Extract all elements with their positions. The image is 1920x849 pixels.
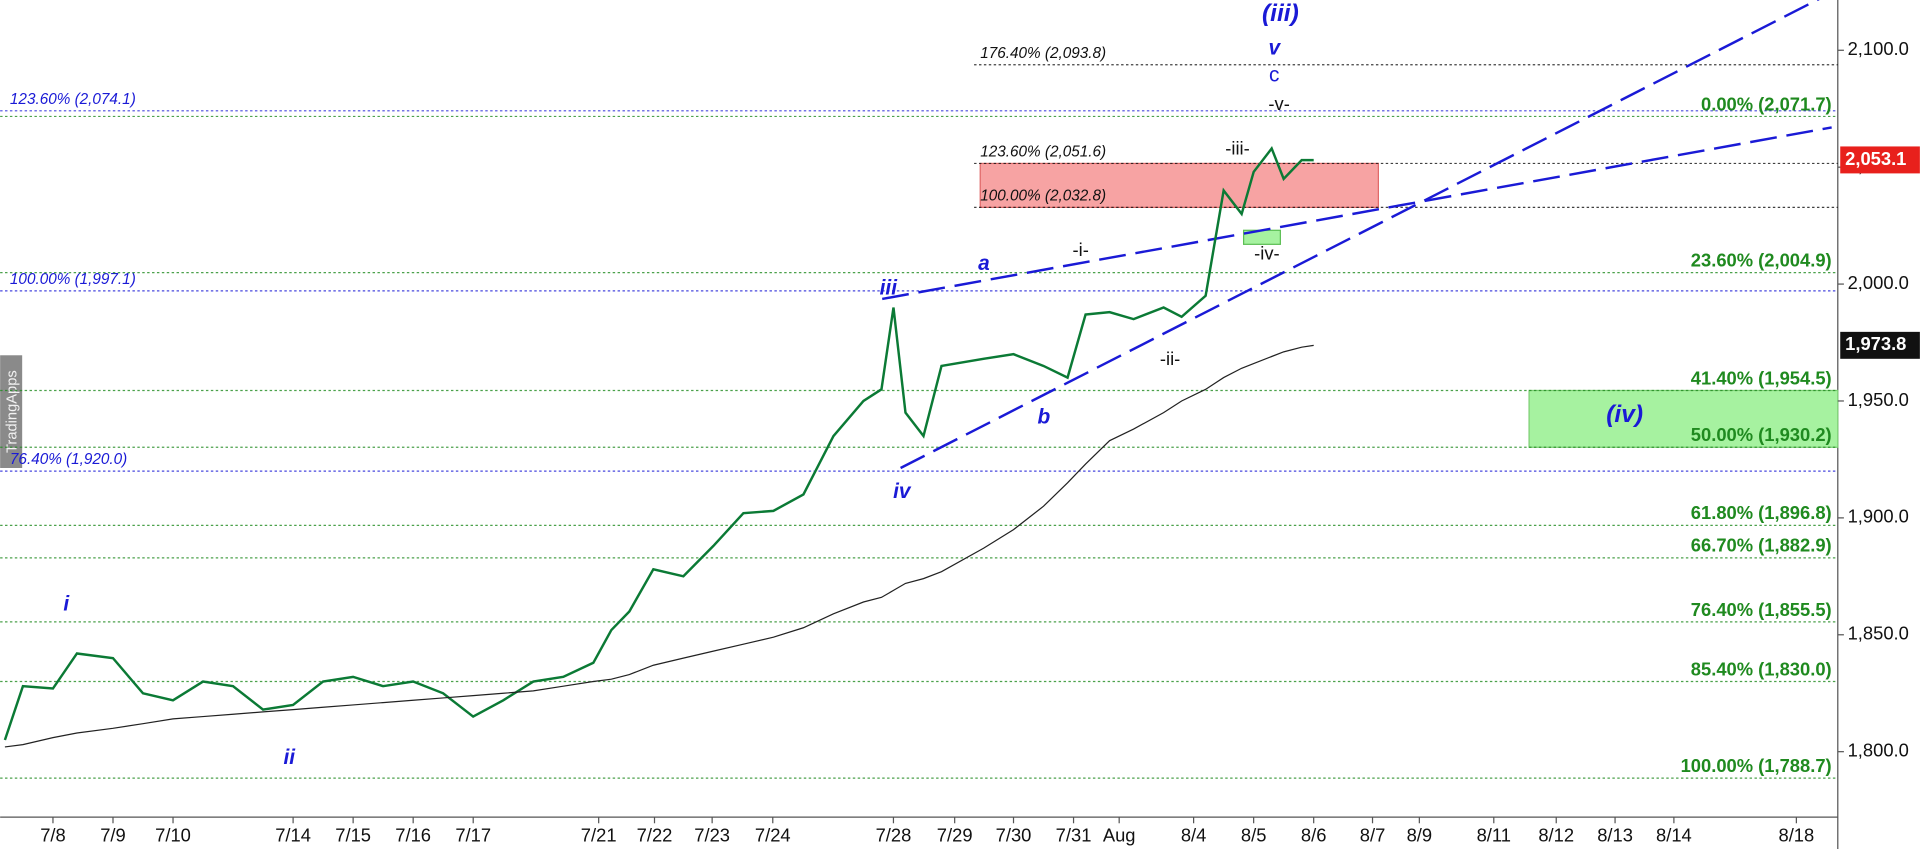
moving-average [4, 344, 1314, 748]
x-tick-label: 8/14 [1656, 825, 1692, 846]
fib-label: 76.40% (1,920.0) [10, 451, 127, 468]
y-tick-label: 2,000.0 [1848, 272, 1909, 293]
y-tick-label: 2,100.0 [1848, 38, 1909, 59]
wave-label: -v- [1268, 93, 1289, 114]
fib-label: 0.00% (2,071.7) [1701, 93, 1832, 114]
x-tick-label: 8/5 [1241, 825, 1267, 846]
x-tick-label: 7/9 [100, 825, 126, 846]
wave-label: v [1268, 37, 1281, 60]
wave-label: ii [283, 746, 296, 769]
trend-line [881, 126, 1832, 301]
x-tick-label: 8/11 [1477, 825, 1511, 846]
x-tick-label: Aug [1103, 825, 1136, 846]
wave-label: (iii) [1262, 0, 1299, 27]
wave-label: b [1038, 405, 1051, 428]
x-tick-label: 7/29 [937, 825, 973, 846]
zone [979, 162, 1379, 208]
x-tick-label: 7/30 [996, 825, 1032, 846]
x-tick-label: 7/24 [755, 825, 791, 846]
price-tag [1840, 146, 1920, 174]
fib-label: 85.40% (1,830.0) [1691, 658, 1832, 679]
wave-label: -iv- [1254, 243, 1280, 264]
x-tick-label: 8/13 [1597, 825, 1633, 846]
y-tick-label: 1,950.0 [1848, 389, 1909, 410]
wave-label: -iii- [1225, 137, 1249, 158]
x-tick-label: 7/17 [455, 825, 491, 846]
wave-label: a [978, 252, 990, 275]
wave-label: (iv) [1606, 401, 1643, 428]
wave-label: -i- [1073, 239, 1089, 260]
wave-label: iv [893, 480, 912, 503]
y-tick-label: 1,900.0 [1848, 506, 1909, 527]
x-tick-label: 7/16 [395, 825, 431, 846]
wave-label: -ii- [1160, 348, 1180, 369]
x-tick-label: 8/4 [1181, 825, 1207, 846]
fib-label: 23.60% (2,004.9) [1691, 249, 1832, 270]
x-tick-label: 7/21 [581, 825, 617, 846]
x-tick-label: 8/9 [1407, 825, 1433, 846]
price-tag-label: 2,053.1 [1845, 148, 1906, 169]
fib-label: 123.60% (2,074.1) [10, 91, 136, 108]
fib-label: 41.40% (1,954.5) [1691, 367, 1832, 388]
fib-label: 100.00% (1,997.1) [10, 271, 136, 288]
wave-label: c [1269, 63, 1279, 86]
x-tick-label: 8/6 [1301, 825, 1327, 846]
x-tick-label: 7/31 [1056, 825, 1092, 846]
x-tick-label: 7/8 [40, 825, 66, 846]
fib-label: 76.40% (1,855.5) [1691, 599, 1832, 620]
watermark-tab [0, 355, 23, 468]
x-tick-label: 7/28 [876, 825, 912, 846]
price-tag [1840, 331, 1920, 359]
fib-label: 61.80% (1,896.8) [1691, 502, 1832, 523]
fib-label: 123.60% (2,051.6) [980, 143, 1106, 160]
y-tick-label: 1,800.0 [1848, 740, 1909, 761]
fib-label: 50.00% (1,930.2) [1691, 424, 1832, 445]
x-tick-label: 7/10 [155, 825, 191, 846]
x-tick-label: 8/18 [1778, 825, 1814, 846]
fib-label: 100.00% (2,032.8) [980, 187, 1106, 204]
x-tick-label: 8/12 [1538, 825, 1574, 846]
wave-label: iii [880, 277, 899, 300]
watermark: TradingApps [4, 370, 20, 453]
price-tag-label: 1,973.8 [1845, 333, 1906, 354]
zone [1528, 389, 1839, 448]
trend-line [900, 0, 1820, 470]
x-tick-label: 7/22 [637, 825, 673, 846]
price-line [3, 146, 1314, 741]
fib-label: 100.00% (1,788.7) [1681, 755, 1832, 776]
fib-label: 176.40% (2,093.8) [980, 45, 1106, 62]
x-tick-label: 8/7 [1360, 825, 1386, 846]
fib-label: 66.70% (1,882.9) [1691, 535, 1832, 556]
x-tick-label: 7/14 [275, 825, 311, 846]
wave-label: i [63, 593, 70, 616]
y-tick-label: 1,850.0 [1848, 623, 1909, 644]
x-tick-label: 7/23 [694, 825, 730, 846]
x-tick-label: 7/15 [335, 825, 371, 846]
